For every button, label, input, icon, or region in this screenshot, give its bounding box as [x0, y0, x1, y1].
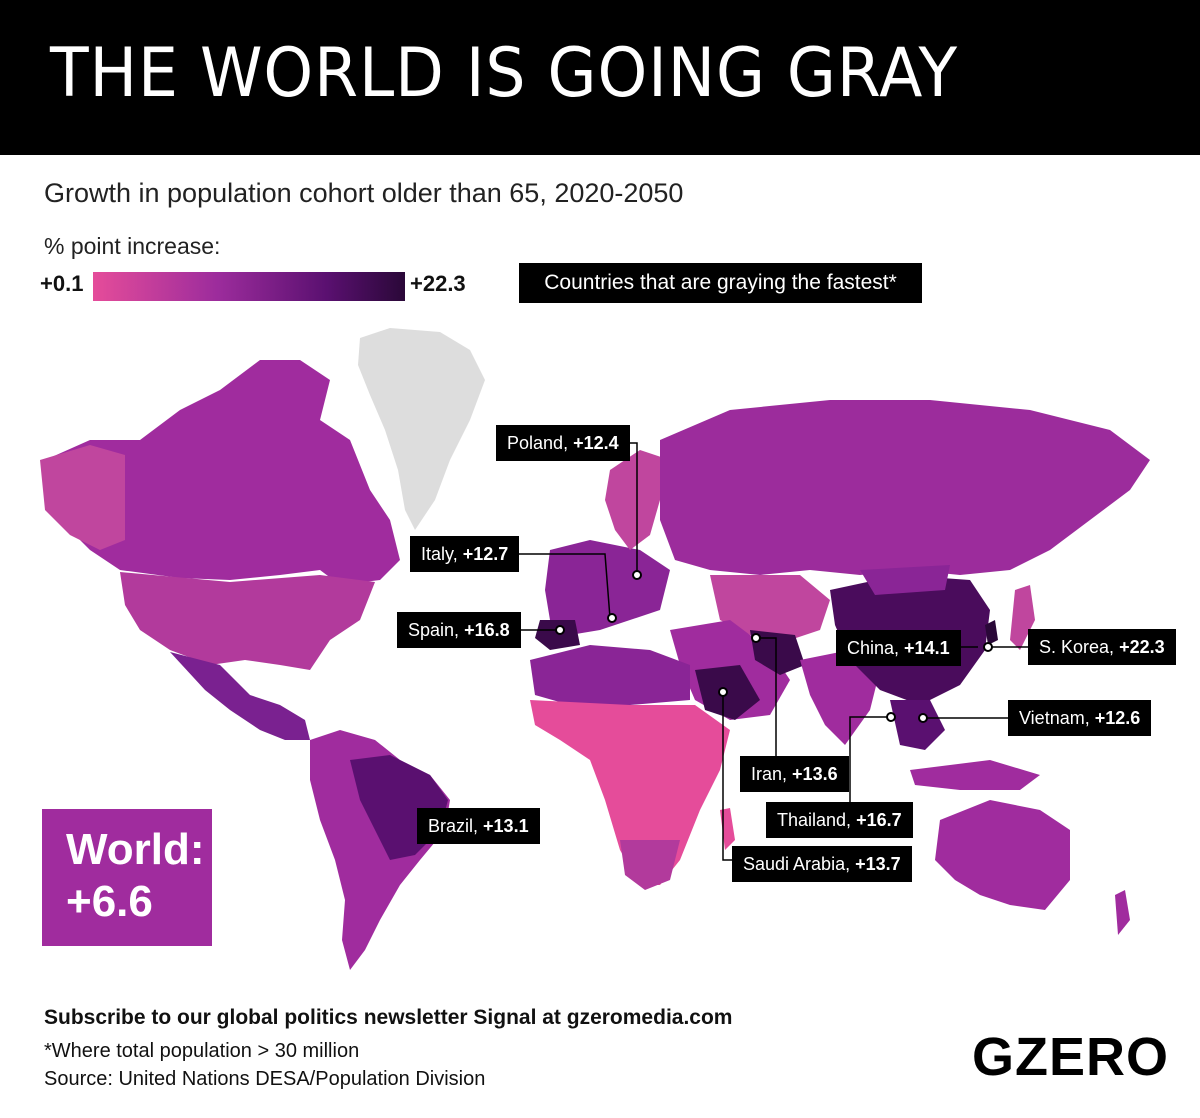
callout-value: +22.3	[1119, 637, 1165, 657]
subtitle: Growth in population cohort older than 6…	[44, 178, 684, 208]
callout-country: Spain	[408, 620, 455, 640]
world-label: World:	[66, 825, 205, 874]
vietnam-dot	[918, 713, 928, 723]
legend-min-value: +0.1	[40, 271, 84, 296]
callout-value: +12.6	[1094, 708, 1141, 728]
callout-brazil: Brazil, +13.1	[417, 808, 540, 844]
saudi-dot	[718, 687, 728, 697]
callout-value: +13.6	[792, 764, 838, 784]
callout-country: Poland	[507, 433, 564, 453]
world-map	[40, 328, 1150, 970]
callout-value: +14.1	[904, 638, 950, 658]
italy-leader-line	[514, 553, 611, 619]
thailand-dot	[886, 712, 896, 722]
callout-value: +12.7	[462, 544, 509, 564]
legend-max-value: +22.3	[410, 271, 466, 296]
sub-saharan-africa-shape	[530, 700, 730, 885]
callout-value: +13.7	[855, 854, 901, 874]
greenland-shape	[358, 328, 485, 530]
footnote: *Where total population > 30 million	[44, 1040, 360, 1062]
callout-italy: Italy, +12.7	[410, 536, 520, 572]
indonesia-shape	[910, 760, 1040, 790]
world-average-box: World: +6.6	[42, 809, 212, 946]
saudi-leader-line	[722, 692, 732, 861]
korea-dot	[983, 642, 993, 652]
thailand-leader-line	[849, 716, 891, 802]
central-asia-shape	[710, 575, 830, 640]
legend-gradient-bar	[93, 272, 405, 301]
mexico-shape	[170, 652, 310, 740]
alaska-shape	[40, 445, 125, 550]
callout-country: Saudi Arabia	[743, 854, 846, 874]
spain-dot	[555, 625, 565, 635]
iran-leader-line	[756, 637, 777, 756]
callout-spain: Spain, +16.8	[397, 612, 521, 648]
japan-shape	[1010, 585, 1035, 650]
header-bar: THE WORLD IS GOING GRAY	[0, 0, 1200, 155]
callout-thailand: Thailand, +16.7	[766, 802, 913, 838]
callout-country: Brazil	[428, 816, 474, 836]
source-note: Source: United Nations DESA/Population D…	[44, 1068, 486, 1090]
callout-vietnam: Vietnam, +12.6	[1008, 700, 1152, 736]
callout-saudi-arabia: Saudi Arabia, +13.7	[732, 846, 912, 882]
new-zealand-shape	[1115, 890, 1130, 935]
callout-country: China	[847, 638, 895, 658]
callout-country: Italy	[421, 544, 453, 564]
callout-iran: Iran, +13.6	[740, 756, 849, 792]
india-shape	[800, 650, 880, 745]
korea-shape	[985, 620, 998, 645]
legend-label: % point increase:	[44, 233, 221, 259]
canada-shape	[45, 360, 400, 585]
callout-value: +16.7	[856, 810, 902, 830]
mongolia-shape	[860, 565, 950, 595]
callout-poland: Poland, +12.4	[496, 425, 630, 461]
iran-dot	[751, 633, 761, 643]
callout-south-korea: S. Korea, +22.3	[1028, 629, 1176, 665]
world-value: +6.6	[66, 877, 153, 926]
callout-value: +12.4	[573, 433, 619, 453]
usa-shape	[120, 572, 375, 670]
spain-shape	[535, 620, 580, 650]
southeast-asia-shape	[890, 700, 945, 750]
gzero-logo: GZERO	[972, 1027, 1170, 1087]
iran-shape	[750, 630, 805, 675]
callout-country: S. Korea	[1039, 637, 1110, 657]
page-title: THE WORLD IS GOING GRAY	[50, 34, 959, 113]
callout-china: China, +14.1	[836, 630, 961, 666]
callout-country: Iran	[751, 764, 783, 784]
poland-dot	[632, 570, 642, 580]
callout-value: +13.1	[483, 816, 529, 836]
australia-shape	[935, 800, 1070, 910]
fastest-note: Countries that are graying the fastest*	[519, 263, 922, 303]
southern-africa-shape	[620, 840, 680, 890]
callout-country: Thailand	[777, 810, 847, 830]
subscribe-link[interactable]: Subscribe to our global politics newslet…	[44, 1006, 733, 1029]
russia-shape	[660, 400, 1150, 575]
italy-dot	[607, 613, 617, 623]
north-africa-shape	[530, 645, 690, 705]
callout-value: +16.8	[464, 620, 510, 640]
callout-country: Vietnam	[1019, 708, 1085, 728]
